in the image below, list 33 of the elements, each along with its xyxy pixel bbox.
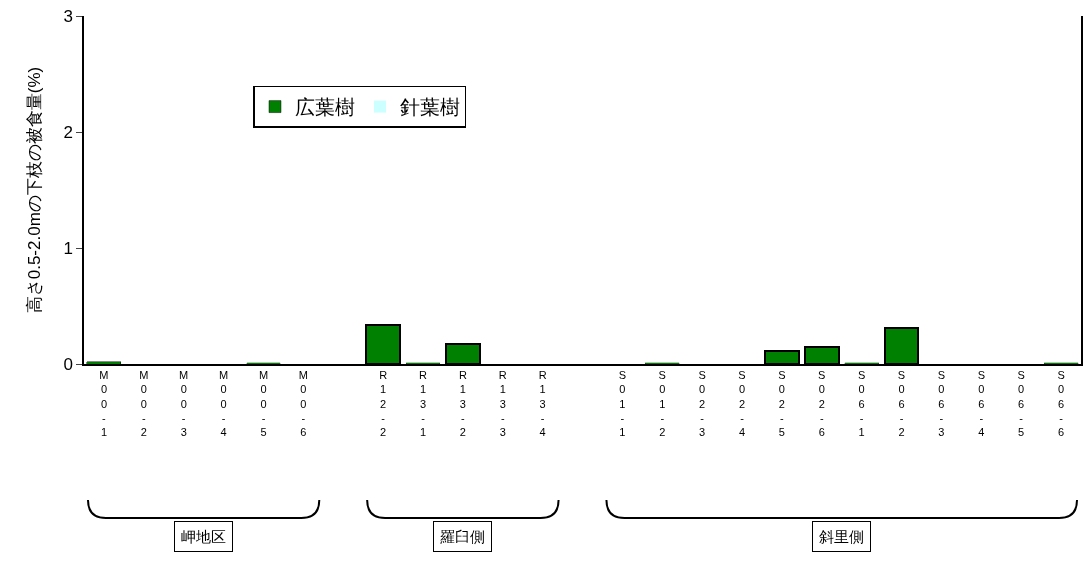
x-tick-label: S06-6 [1057,368,1065,439]
x-tick-label: S06-3 [937,368,946,439]
x-tick-label: R12-2 [379,368,388,439]
x-tick-label: R13-1 [419,368,427,439]
legend-label: 針葉樹 [399,96,460,119]
x-tick-label: M00-2 [139,368,149,439]
x-tick-label: S02-3 [698,368,706,439]
x-tick-label: M00-3 [179,368,189,439]
x-tick-label: M00-6 [298,368,308,439]
legend-label: 広葉樹 [294,96,355,119]
y-tick-label: 0 [63,354,73,374]
y-axis-title: 高さ0.5-2.0mの下枝の被食量(%) [24,66,44,314]
x-tick-label: S06-5 [1017,368,1025,439]
x-tick-label: S01-1 [618,368,627,439]
y-tick-label: 2 [63,122,73,142]
y-tick-label: 1 [63,238,73,258]
x-tick-label: S06-4 [977,368,985,439]
x-tick-label: S02-5 [778,368,786,439]
x-tick-label: S06-2 [897,368,906,439]
x-tick-label: S01-2 [658,368,666,439]
text: 岬地区 [181,528,226,545]
x-tick-label: M00-1 [99,368,109,439]
text: 羅臼側 [440,528,485,545]
x-tick-label: S06-1 [857,368,866,439]
x-tick-label: R13-3 [498,368,507,439]
text: 斜里側 [819,528,864,545]
x-tick-label: S02-4 [738,368,746,439]
y-tick-label: 3 [63,6,73,26]
x-tick-label: M00-4 [218,368,229,439]
x-tick-label: R13-4 [538,368,547,439]
x-tick-label: M00-5 [258,368,269,439]
x-tick-label: R13-2 [458,368,467,439]
x-tick-label: S02-6 [818,368,826,439]
